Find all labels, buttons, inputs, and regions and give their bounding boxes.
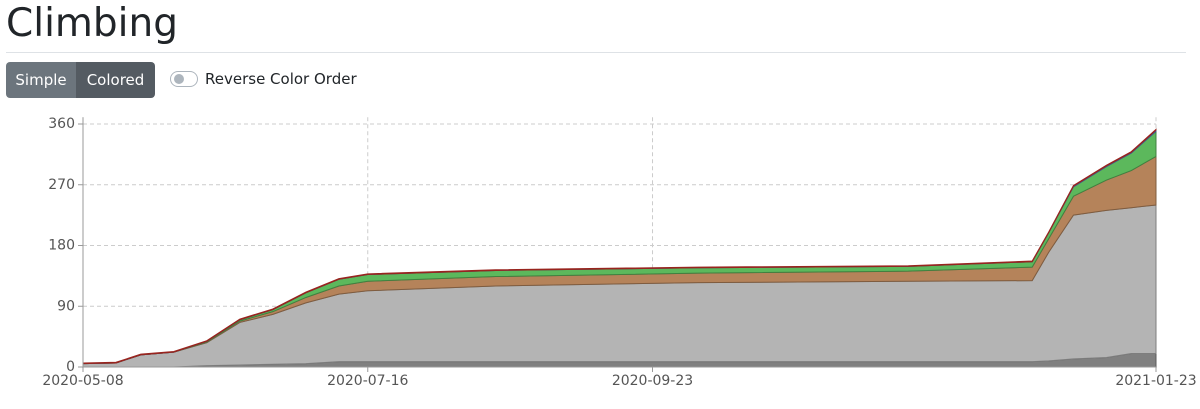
x-tick-label: 2020-05-08 — [42, 373, 123, 389]
y-tick-label: 270 — [48, 177, 75, 193]
divider — [6, 52, 1186, 53]
x-tick-label: 2020-07-16 — [327, 373, 408, 389]
page-title: Climbing — [6, 1, 178, 46]
y-tick-label: 0 — [66, 359, 75, 375]
toggle-knob — [174, 74, 184, 84]
toggle-switch[interactable] — [170, 71, 198, 87]
y-tick-label: 180 — [48, 238, 75, 254]
simple-button[interactable]: Simple — [6, 62, 76, 98]
area — [82, 128, 1157, 365]
x-tick-label: 2020-09-23 — [612, 373, 693, 389]
area — [82, 204, 1157, 368]
toggle-label[interactable]: Reverse Color Order — [205, 70, 357, 88]
x-tick-label: 2021-01-23 — [1115, 373, 1196, 389]
y-tick-label: 90 — [57, 298, 75, 314]
colored-button[interactable]: Colored — [76, 62, 155, 98]
y-tick-label: 360 — [48, 116, 75, 132]
